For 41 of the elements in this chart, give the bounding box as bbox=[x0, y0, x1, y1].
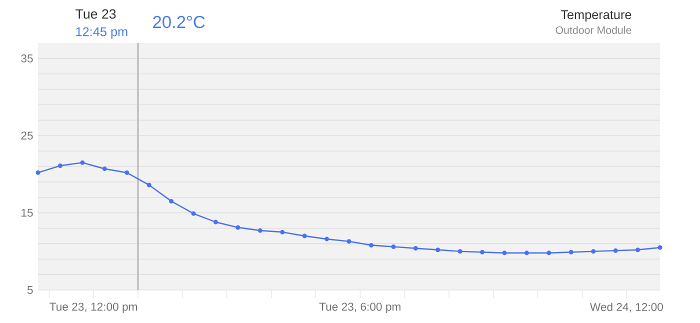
text: 20.2°C bbox=[153, 16, 205, 28]
point bbox=[391, 244, 396, 250]
x-tick-label: Tue 23, 12:00 pm bbox=[50, 302, 137, 313]
point bbox=[102, 166, 107, 172]
point bbox=[368, 242, 374, 248]
point bbox=[236, 225, 240, 230]
point bbox=[169, 198, 174, 204]
point bbox=[58, 163, 62, 168]
y-tick-label: 5 bbox=[27, 286, 33, 294]
point bbox=[436, 248, 440, 252]
chart-subtitle: Outdoor Module bbox=[556, 26, 632, 34]
point bbox=[568, 250, 574, 254]
x-tick-label: Tue 23, 6:00 pm bbox=[319, 302, 400, 313]
point bbox=[213, 220, 218, 224]
point bbox=[80, 160, 85, 165]
point bbox=[191, 211, 196, 216]
point bbox=[346, 239, 352, 244]
x-tick-label: Wed 24, 12:00 bbox=[590, 302, 663, 312]
point bbox=[124, 170, 130, 175]
point bbox=[146, 182, 152, 188]
point bbox=[302, 234, 307, 238]
point bbox=[458, 249, 462, 254]
point bbox=[36, 170, 40, 175]
y-tick-label: 15 bbox=[22, 208, 33, 217]
point bbox=[546, 250, 552, 256]
chart-title: Temperature bbox=[560, 10, 632, 22]
point bbox=[502, 250, 507, 256]
point bbox=[280, 230, 285, 234]
point bbox=[636, 248, 640, 252]
point bbox=[324, 236, 330, 242]
point bbox=[258, 228, 262, 233]
y-tick-label: 35 bbox=[21, 54, 33, 62]
y-tick-label: 25 bbox=[21, 132, 33, 140]
point bbox=[591, 249, 596, 254]
text: 12:45 pm bbox=[76, 27, 128, 39]
point bbox=[658, 245, 662, 250]
point bbox=[613, 248, 618, 253]
text: Tue 23 bbox=[76, 9, 116, 19]
point bbox=[480, 250, 485, 254]
point bbox=[524, 250, 529, 256]
point bbox=[413, 246, 418, 251]
